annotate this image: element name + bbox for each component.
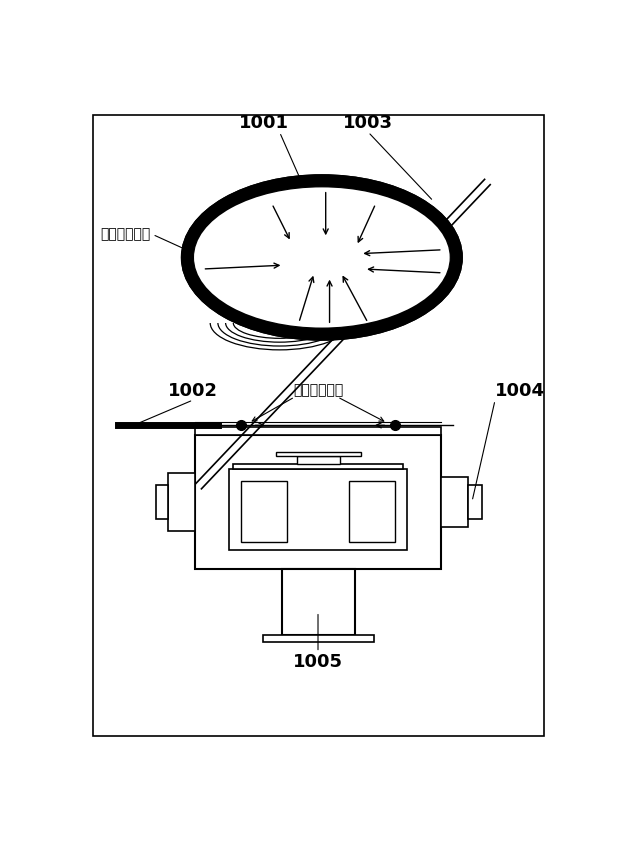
Text: 1004: 1004 bbox=[495, 382, 545, 400]
Bar bbox=[168, 473, 195, 531]
Bar bbox=[262, 635, 374, 642]
Ellipse shape bbox=[194, 187, 450, 328]
Bar bbox=[195, 427, 441, 435]
Text: 1002: 1002 bbox=[169, 382, 218, 400]
Bar bbox=[195, 435, 441, 569]
Bar bbox=[203, 246, 356, 323]
Bar bbox=[441, 477, 468, 527]
Text: 1005: 1005 bbox=[293, 652, 343, 671]
Bar bbox=[282, 569, 355, 635]
Bar bbox=[241, 481, 287, 542]
Ellipse shape bbox=[194, 187, 450, 328]
Bar bbox=[276, 453, 361, 456]
Text: 1001: 1001 bbox=[239, 114, 289, 132]
Text: 1003: 1003 bbox=[343, 114, 393, 132]
Bar bbox=[230, 470, 407, 550]
Bar bbox=[349, 481, 395, 542]
Text: ガス導入方向: ガス導入方向 bbox=[100, 228, 150, 241]
Text: ガス導入方向: ガス導入方向 bbox=[293, 384, 343, 398]
Bar bbox=[233, 464, 402, 470]
Bar bbox=[468, 485, 482, 519]
Bar bbox=[156, 485, 168, 519]
Bar bbox=[297, 456, 340, 464]
